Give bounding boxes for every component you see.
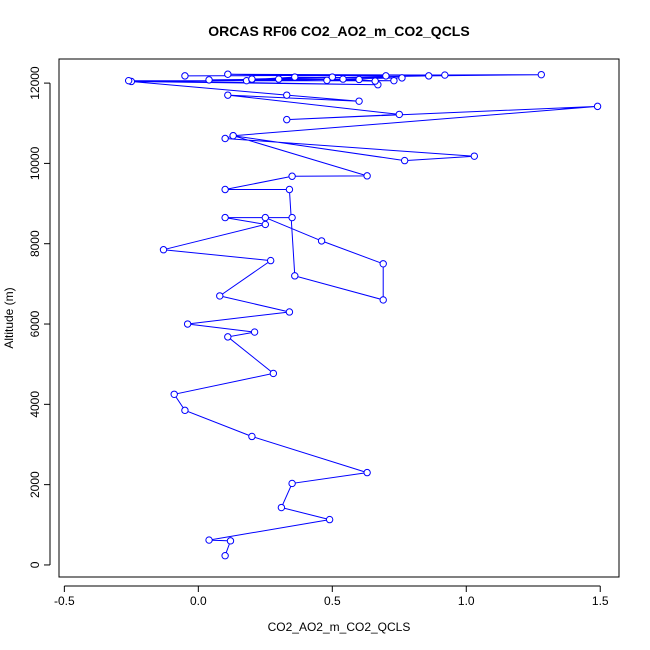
data-point: [291, 73, 299, 81]
data-point: [248, 432, 256, 441]
data-point: [291, 272, 299, 280]
data-point: [221, 552, 229, 560]
chart-title: ORCAS RF06 CO2_AO2_m_CO2_QCLS: [208, 23, 469, 39]
data-point: [124, 76, 133, 85]
data-point: [277, 503, 286, 512]
data-point: [355, 97, 363, 105]
data-point: [425, 72, 433, 80]
data-point: [181, 406, 189, 415]
data-point: [224, 333, 232, 341]
data-point: [328, 73, 337, 81]
data-point: [285, 185, 294, 194]
y-tick-label: 12000: [28, 66, 42, 100]
data-point: [339, 75, 347, 83]
y-tick-label: 0: [28, 561, 42, 568]
data-point: [288, 213, 296, 222]
data-point: [400, 156, 409, 165]
data-point: [382, 72, 390, 80]
data-point: [205, 76, 213, 84]
data-point: [441, 71, 449, 79]
data-point: [224, 70, 232, 78]
data-point: [395, 110, 403, 119]
data-point: [275, 75, 283, 83]
data-point: [216, 292, 224, 300]
x-tick-label: 1.0: [458, 594, 475, 608]
y-tick-label: 6000: [28, 310, 42, 337]
x-tick-label: -0.5: [54, 594, 75, 608]
y-tick-label: 2000: [28, 471, 42, 498]
data-point: [181, 72, 189, 80]
data-point: [288, 479, 296, 488]
y-axis: 0 2000 4000 6000 8000 10000 12000: [28, 66, 51, 568]
data-point: [470, 152, 479, 160]
data-point: [379, 260, 387, 268]
data-point: [250, 328, 259, 336]
data-point: [363, 468, 371, 477]
y-tick-label: 4000: [28, 391, 42, 418]
data-point: [229, 131, 237, 140]
data-point: [221, 185, 229, 194]
data-point: [221, 213, 229, 222]
data-point: [224, 91, 232, 99]
data-point: [325, 515, 334, 524]
data-point: [285, 308, 294, 316]
data-point: [269, 369, 278, 378]
x-tick-label: 1.5: [592, 594, 609, 608]
data-point: [248, 75, 256, 83]
y-axis-label: Altitude (m): [2, 287, 16, 348]
series-line: [128, 73, 598, 556]
data-point: [261, 213, 270, 222]
data-point: [371, 77, 379, 85]
data-point: [221, 134, 229, 143]
data-point: [183, 320, 192, 328]
data-point: [266, 256, 275, 265]
series-layer: [124, 70, 602, 560]
y-tick-label: 8000: [28, 230, 42, 257]
data-point: [283, 115, 291, 124]
data-point: [288, 172, 296, 180]
data-point: [323, 76, 331, 84]
data-point: [283, 91, 291, 99]
data-point: [170, 390, 178, 398]
data-point: [379, 296, 387, 304]
x-axis-label: CO2_AO2_m_CO2_QCLS: [268, 620, 411, 634]
data-point: [317, 237, 326, 245]
plot-frame: [58, 58, 620, 578]
data-point: [355, 75, 363, 84]
data-point: [205, 536, 213, 544]
data-point: [398, 74, 406, 82]
data-point: [593, 102, 602, 111]
data-point: [159, 246, 168, 254]
x-axis: -0.5 0.0 0.5 1.0 1.5: [54, 585, 609, 608]
x-tick-label: 0.5: [324, 594, 341, 608]
data-point: [390, 76, 398, 85]
x-tick-label: 0.0: [190, 594, 207, 608]
data-point: [226, 537, 235, 545]
y-tick-label: 10000: [28, 146, 42, 180]
data-point: [363, 172, 371, 180]
data-point: [537, 70, 545, 79]
data-point: [261, 220, 270, 229]
